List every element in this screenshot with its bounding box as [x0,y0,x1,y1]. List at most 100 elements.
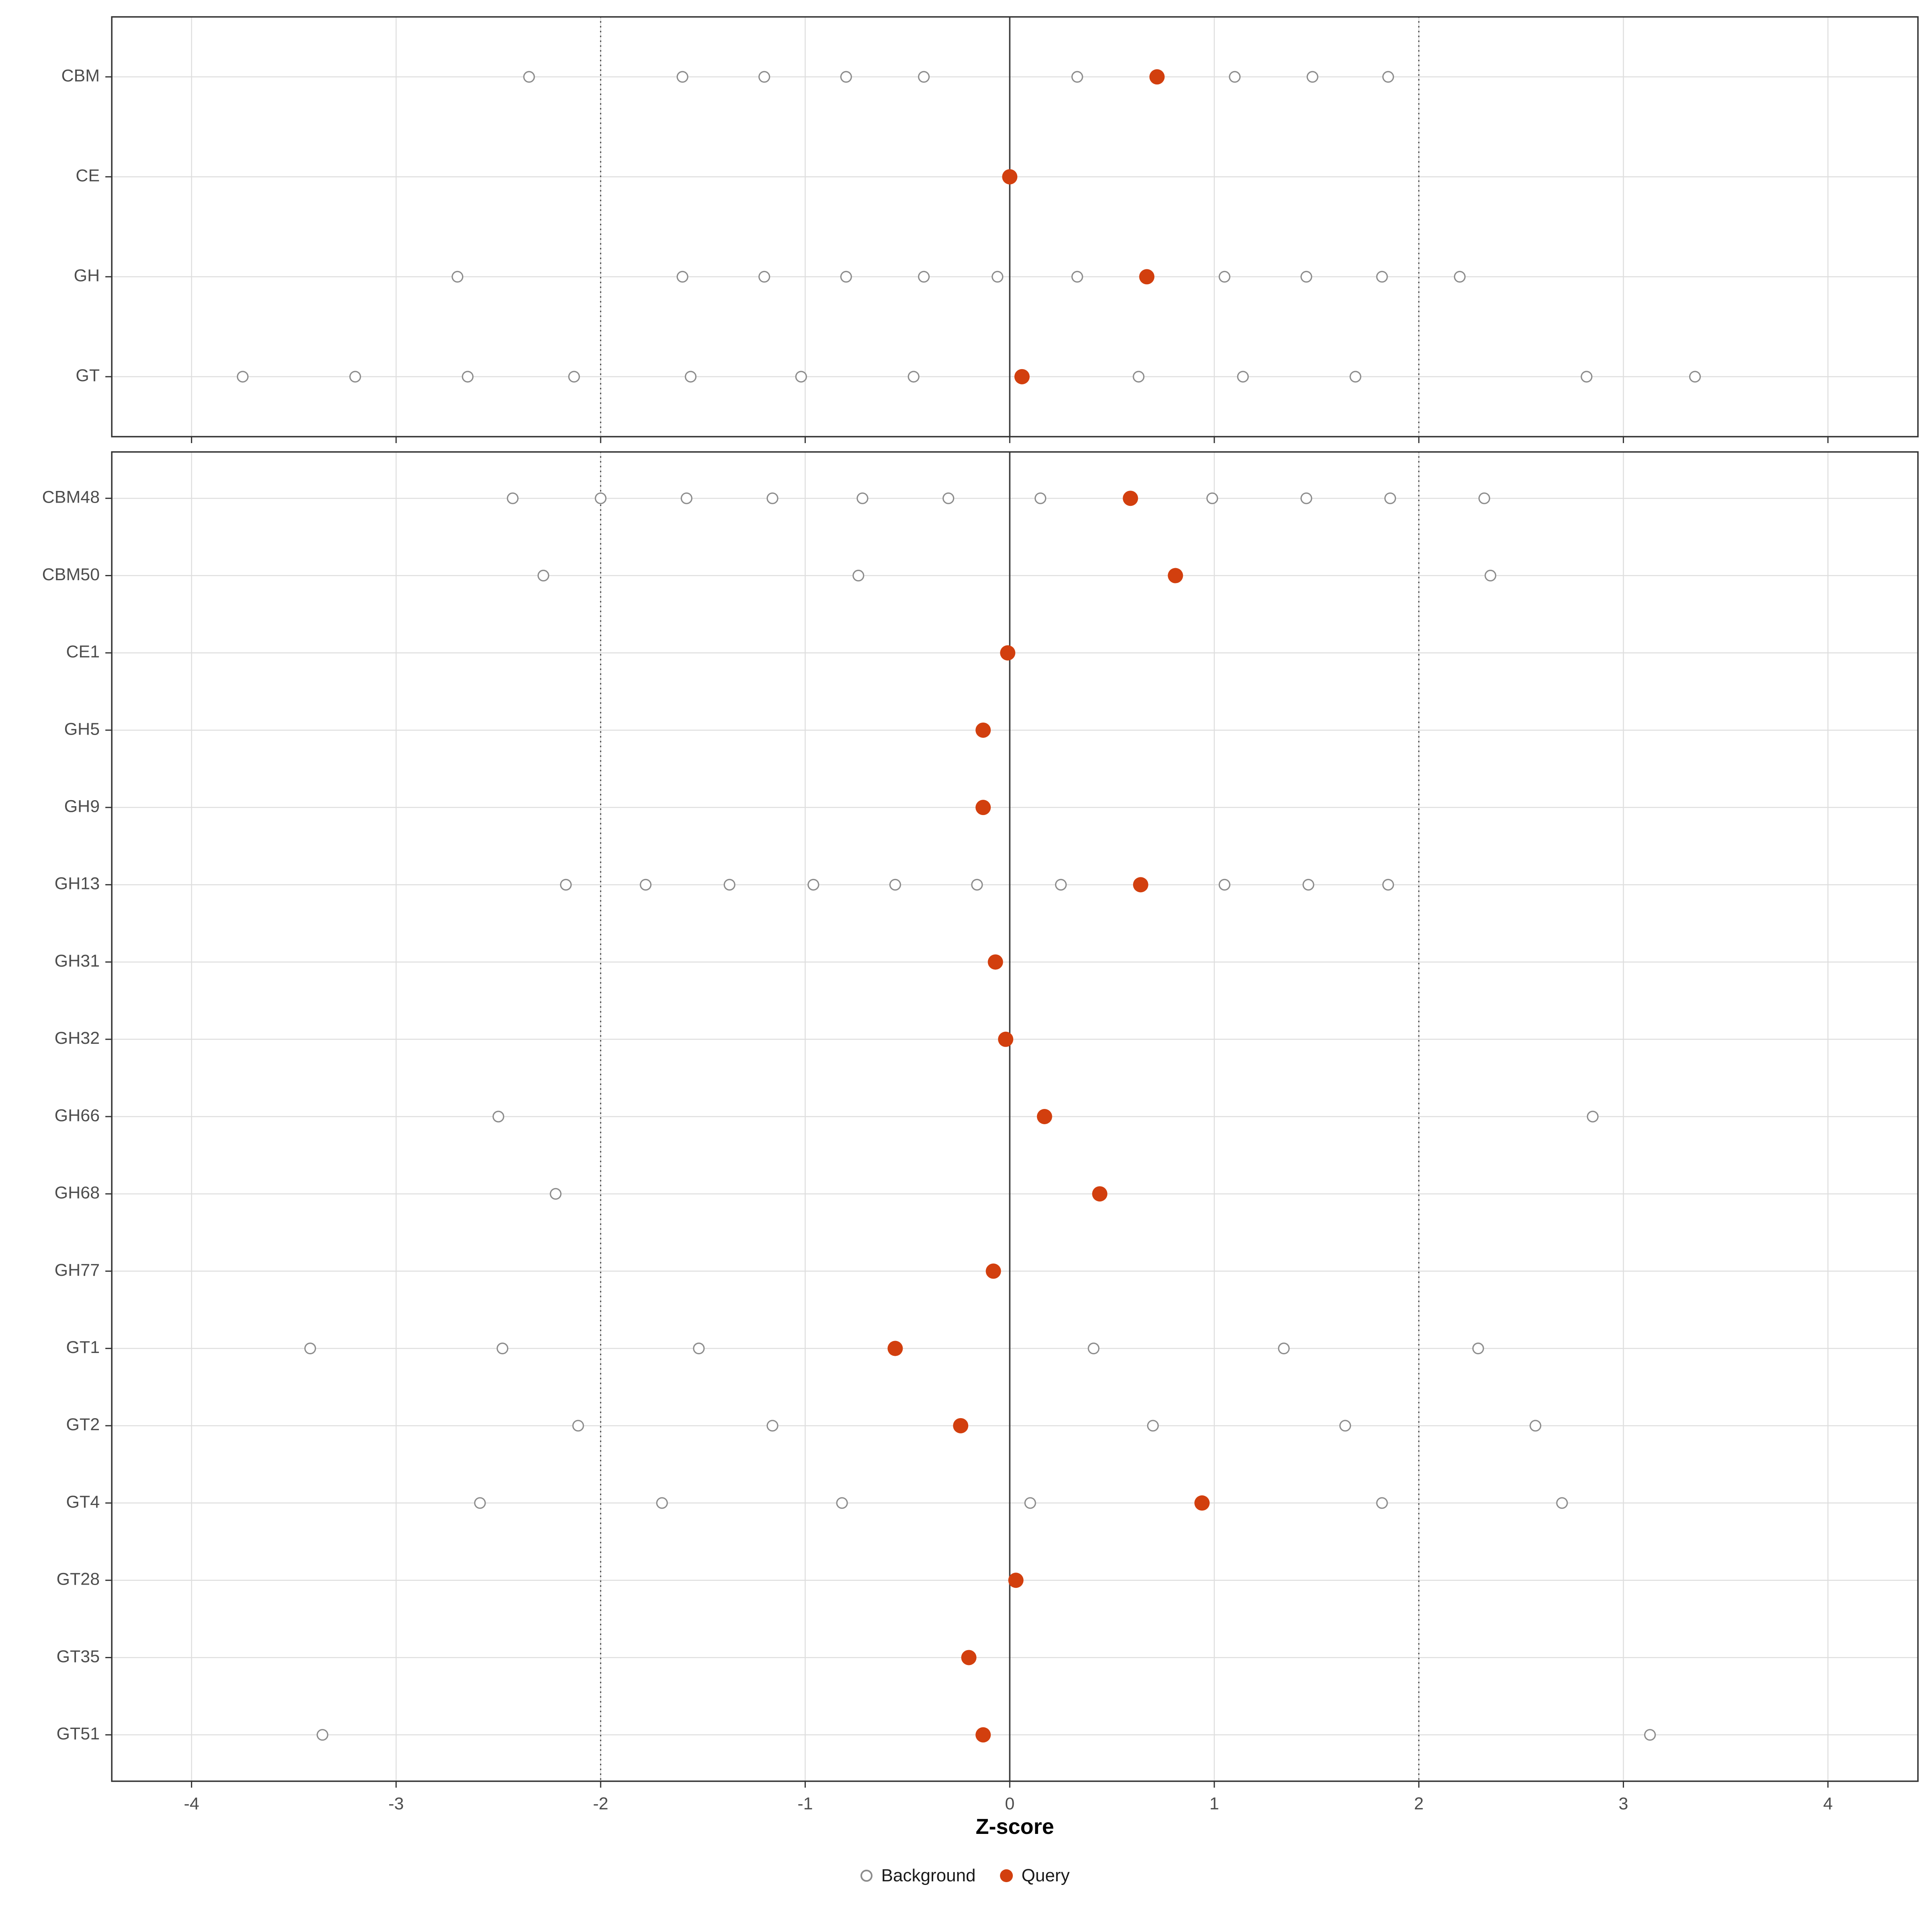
query-point [1014,369,1030,384]
background-point [1382,71,1394,83]
background-point [676,71,688,83]
category-label: GH32 [55,1029,100,1048]
query-point [1133,877,1148,893]
query-point [1194,1495,1210,1511]
background-point [1384,492,1396,504]
category-label: GT [76,366,100,385]
x-tick-label: 0 [1005,1794,1014,1813]
background-point [1088,1343,1100,1355]
category-label: GT28 [56,1570,100,1589]
background-point [840,271,852,283]
category-label: GT1 [66,1338,100,1357]
background-point [889,879,901,891]
background-point [497,1343,509,1355]
query-point [1008,1573,1024,1588]
query-point [1037,1109,1052,1124]
panel-border [111,16,1919,437]
background-point [656,1497,668,1509]
x-tick-label: -3 [388,1794,404,1813]
background-point [1484,569,1497,582]
category-label: CBM [61,66,100,86]
query-point [1139,269,1155,285]
background-point [723,879,735,891]
background-point [1454,271,1466,283]
background-point [918,71,930,83]
background-point [568,371,580,383]
category-label: GT2 [66,1415,100,1434]
x-tick-label: -4 [184,1794,199,1813]
background-point [1689,371,1701,383]
background-point [1024,1497,1036,1509]
background-point [507,492,519,504]
background-point [1206,492,1218,504]
background-point [640,879,652,891]
background-point [1229,71,1241,83]
background-point [1071,271,1083,283]
background-point [680,492,693,504]
category-label: GH77 [55,1261,100,1280]
category-label: GH68 [55,1183,100,1203]
category-label: GT4 [66,1492,100,1511]
background-point [971,879,983,891]
query-point [953,1418,969,1433]
background-point [1644,1729,1656,1741]
query-point [1168,568,1183,583]
background-point [1237,371,1249,383]
background-point [836,1497,848,1509]
background-point [1300,271,1312,283]
background-point [1302,879,1314,891]
background-point [595,492,607,504]
background-point [1071,71,1083,83]
category-label: GT35 [56,1647,100,1666]
background-point [304,1343,316,1355]
legend-item-query: Query [1000,1866,1070,1886]
background-point [316,1729,329,1741]
background-point [537,569,549,582]
background-point [676,271,688,283]
background-point [560,879,572,891]
query-point [1123,491,1138,506]
query-point [975,800,991,815]
background-point [349,371,361,383]
background-point [572,1420,584,1432]
background-point [236,371,249,383]
background-point [523,71,535,83]
category-label: CBM50 [42,565,100,584]
background-point [766,1420,778,1432]
background-point [1133,371,1145,383]
background-point [1478,492,1491,504]
background-point [685,371,697,383]
background-point [795,371,807,383]
category-label: GH66 [55,1106,100,1125]
background-point [1034,492,1047,504]
query-point [1092,1186,1108,1202]
legend-item-background: Background [860,1866,976,1886]
category-label: CBM48 [42,488,100,507]
background-point [1339,1420,1351,1432]
query-point [988,954,1003,970]
legend: Background Query [0,1866,1930,1886]
background-point [807,879,819,891]
background-point [992,271,1004,283]
background-marker-icon [860,1870,873,1882]
background-point [1472,1343,1484,1355]
category-label: CE1 [66,642,100,661]
background-point [852,569,864,582]
background-point [1382,879,1394,891]
background-point [693,1343,705,1355]
background-point [758,271,770,283]
query-point [1149,69,1165,85]
query-point [975,722,991,738]
query-point [998,1031,1014,1047]
category-label: GH9 [64,797,100,816]
x-tick-label: 2 [1414,1794,1424,1813]
query-point [887,1341,903,1356]
background-point [840,71,852,83]
background-point [1530,1420,1542,1432]
background-point [1349,371,1361,383]
background-point [492,1111,505,1123]
background-point [452,271,464,283]
background-point [1306,71,1318,83]
x-tick-label: 1 [1209,1794,1219,1813]
